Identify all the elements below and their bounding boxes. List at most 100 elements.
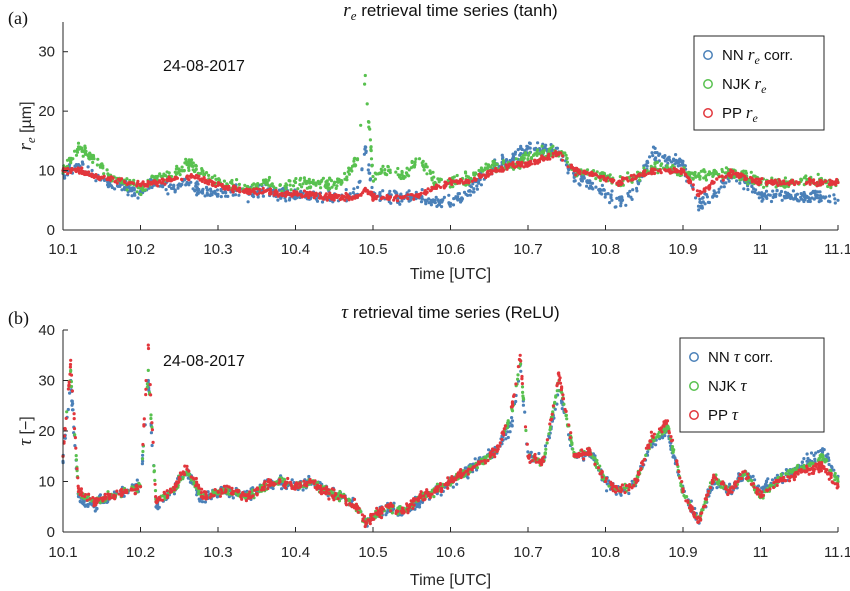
data-point bbox=[96, 157, 100, 161]
data-point bbox=[219, 187, 223, 192]
data-point bbox=[654, 156, 658, 160]
data-point bbox=[381, 189, 385, 193]
data-point bbox=[472, 190, 476, 194]
data-point bbox=[398, 195, 402, 199]
data-point bbox=[296, 187, 300, 191]
data-point bbox=[127, 186, 131, 190]
data-point bbox=[543, 145, 547, 149]
data-point bbox=[657, 153, 661, 157]
data-point bbox=[195, 186, 199, 190]
data-point bbox=[141, 188, 145, 192]
data-point bbox=[799, 177, 803, 181]
data-point bbox=[307, 179, 311, 183]
data-point bbox=[158, 172, 162, 176]
data-point bbox=[368, 177, 373, 181]
data-point bbox=[109, 184, 113, 188]
data-point bbox=[65, 410, 69, 414]
data-point bbox=[406, 193, 410, 197]
data-point bbox=[694, 175, 698, 179]
data-point bbox=[135, 181, 140, 185]
data-point bbox=[146, 179, 150, 184]
data-point bbox=[746, 472, 750, 476]
data-point bbox=[674, 169, 678, 173]
data-point bbox=[320, 200, 325, 204]
data-point bbox=[139, 192, 143, 197]
data-point bbox=[564, 413, 568, 418]
data-point bbox=[681, 159, 685, 163]
data-point bbox=[363, 73, 367, 78]
data-point bbox=[493, 162, 497, 166]
data-point bbox=[278, 478, 282, 482]
data-point bbox=[750, 184, 754, 188]
data-point bbox=[65, 158, 70, 162]
data-point bbox=[818, 190, 822, 194]
data-point bbox=[643, 169, 647, 173]
data-point bbox=[526, 157, 530, 162]
data-point bbox=[150, 175, 154, 179]
data-point bbox=[680, 163, 685, 167]
legend-prefix: PP bbox=[722, 105, 746, 122]
data-point bbox=[88, 157, 92, 161]
data-point bbox=[783, 185, 787, 189]
data-point bbox=[141, 442, 145, 447]
data-point bbox=[706, 172, 710, 176]
data-point bbox=[682, 168, 686, 172]
data-point bbox=[187, 178, 191, 182]
data-point bbox=[514, 157, 518, 161]
data-point bbox=[128, 189, 132, 193]
data-point bbox=[540, 156, 544, 160]
data-point bbox=[670, 160, 674, 164]
y-axis-label: re [µm] bbox=[15, 101, 38, 150]
data-point bbox=[324, 192, 328, 196]
data-point bbox=[473, 173, 477, 177]
data-point bbox=[738, 181, 742, 185]
data-point bbox=[651, 154, 655, 158]
data-point bbox=[455, 173, 459, 178]
data-point bbox=[816, 450, 820, 454]
data-point bbox=[272, 185, 276, 189]
data-point bbox=[807, 180, 811, 184]
data-point bbox=[132, 186, 136, 191]
data-point bbox=[420, 188, 424, 192]
data-point bbox=[378, 192, 382, 196]
data-point bbox=[604, 179, 608, 183]
data-point bbox=[255, 187, 259, 191]
data-point bbox=[371, 179, 375, 183]
data-point bbox=[130, 194, 134, 198]
data-point bbox=[651, 145, 656, 149]
data-point bbox=[434, 195, 438, 199]
data-point bbox=[835, 179, 839, 183]
data-point bbox=[632, 173, 636, 177]
data-point bbox=[634, 186, 639, 190]
data-point bbox=[491, 159, 495, 164]
data-point bbox=[626, 179, 630, 183]
data-point bbox=[763, 192, 767, 196]
legend-suffix: corr. bbox=[760, 47, 793, 64]
data-point bbox=[191, 161, 195, 165]
data-point bbox=[353, 163, 357, 167]
data-point bbox=[74, 163, 78, 167]
data-points bbox=[61, 73, 840, 212]
data-point bbox=[634, 175, 638, 180]
data-point bbox=[707, 200, 712, 205]
data-point bbox=[805, 195, 809, 199]
data-point bbox=[66, 166, 70, 171]
data-point bbox=[352, 187, 356, 191]
data-point bbox=[430, 176, 434, 180]
data-point bbox=[561, 154, 565, 158]
data-point bbox=[364, 145, 368, 149]
y-label-unit: [µm] bbox=[18, 101, 35, 137]
data-point bbox=[421, 159, 425, 163]
data-point bbox=[193, 176, 197, 180]
data-point bbox=[210, 176, 214, 180]
data-point bbox=[74, 153, 79, 157]
data-point bbox=[769, 181, 774, 185]
data-point bbox=[527, 151, 532, 155]
data-point bbox=[180, 169, 184, 173]
x-tick-label: 11 bbox=[753, 241, 769, 258]
data-point bbox=[329, 179, 334, 183]
data-point bbox=[409, 166, 413, 170]
data-point bbox=[214, 184, 218, 189]
data-point bbox=[132, 178, 136, 182]
data-point bbox=[71, 157, 75, 161]
